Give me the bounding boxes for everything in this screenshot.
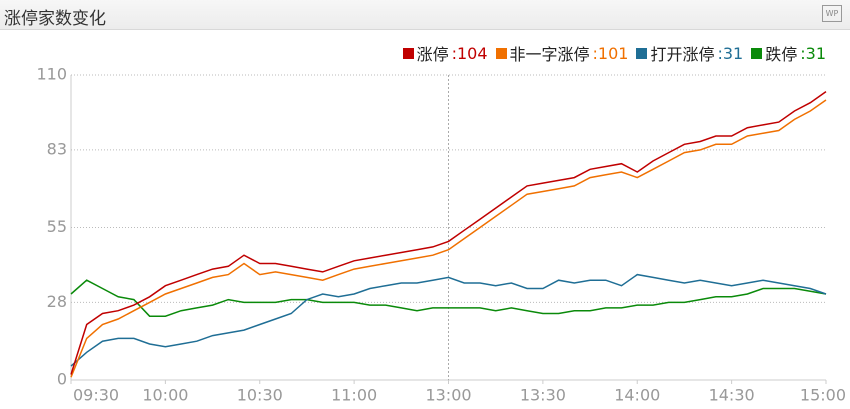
series-line <box>70 273 827 367</box>
legend-item: 跌停:31 <box>751 41 826 65</box>
x-tick-label: 15:00 <box>800 386 846 405</box>
y-tick-label: 55 <box>47 217 67 236</box>
x-tick-label: 14:00 <box>614 386 660 405</box>
series-line <box>70 99 827 378</box>
legend-value: :31 <box>717 43 744 63</box>
x-tick-label: 14:30 <box>709 386 755 405</box>
panel-icon[interactable]: WP <box>822 5 842 22</box>
title-bar: 涨停家数变化 WP <box>0 0 850 30</box>
legend-name: 打开涨停 <box>650 45 715 64</box>
legend-swatch <box>751 47 763 59</box>
y-tick-label: 83 <box>47 139 67 158</box>
legend-value: :31 <box>800 43 826 63</box>
legend-item: 非一字涨停:101 <box>495 41 629 65</box>
legend-name: 涨停 <box>416 45 449 64</box>
legend-swatch <box>402 47 414 59</box>
x-tick-label: 13:00 <box>425 386 471 405</box>
legend-name: 非一字涨停 <box>509 45 590 64</box>
chart-title: 涨停家数变化 <box>4 9 106 29</box>
x-tick-label: 10:00 <box>142 386 188 405</box>
legend-swatch <box>495 47 507 59</box>
x-tick-label: 11:00 <box>331 386 377 405</box>
series-line <box>70 279 827 317</box>
x-tick-label: 10:30 <box>237 386 283 405</box>
legend-value: :101 <box>592 43 629 63</box>
y-tick-label: 28 <box>47 292 67 311</box>
series-line <box>70 90 827 375</box>
legend-item: 涨停:104 <box>402 41 488 65</box>
legend: 涨停:104 非一字涨停:101 打开涨停:31 跌停:31 <box>402 41 826 65</box>
y-tick-label: 110 <box>36 65 67 84</box>
y-tick-label: 0 <box>57 370 67 389</box>
legend-swatch <box>636 47 648 59</box>
legend-name: 跌停 <box>765 45 798 64</box>
legend-item: 打开涨停:31 <box>636 41 743 65</box>
x-tick-label: 09:30 <box>73 386 119 405</box>
legend-value: :104 <box>451 43 488 63</box>
x-tick-label: 13:30 <box>520 386 566 405</box>
